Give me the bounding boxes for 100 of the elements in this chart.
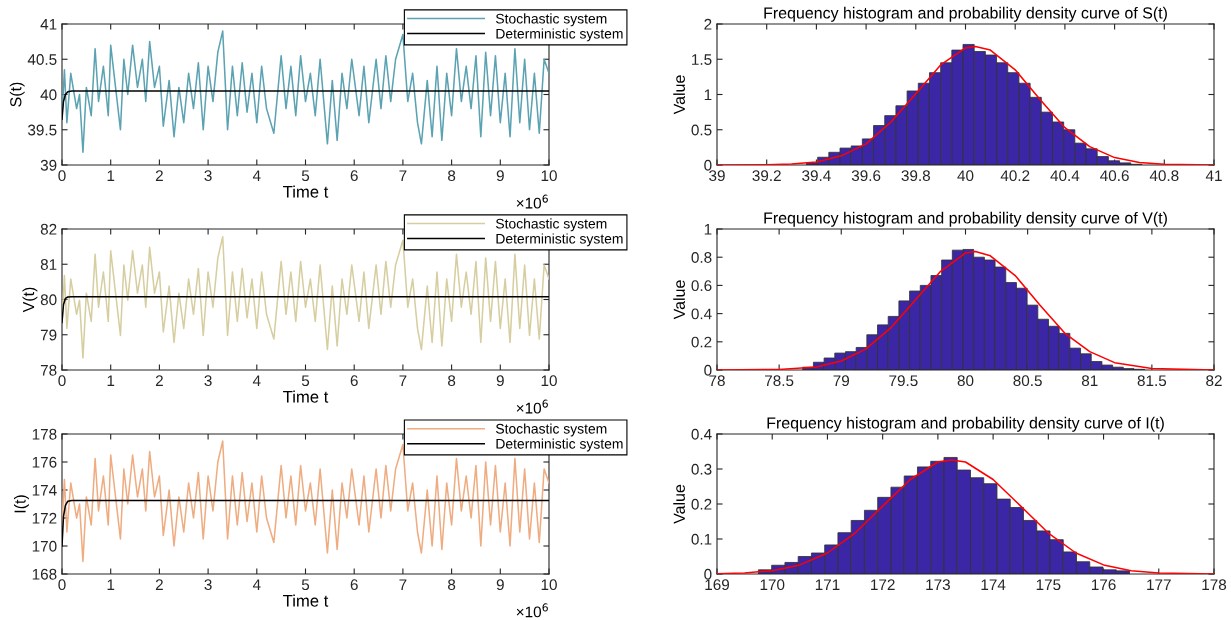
x-tick-label: 0 <box>58 170 66 182</box>
x-tick-label: 1 <box>107 375 115 386</box>
text: Deterministic system <box>496 28 623 42</box>
x-tick-label: 82 <box>1206 375 1222 387</box>
y-tick-label: 78 <box>40 364 57 376</box>
x-axis-title: Time t <box>283 594 329 607</box>
x-tick-label: 41 <box>1205 170 1222 181</box>
text: ×10$^{6}$ <box>516 603 548 618</box>
y-tick-label: 168 <box>32 568 57 580</box>
x-tick-label: 178 <box>1202 579 1227 591</box>
x-tick-label: 10 <box>541 170 557 182</box>
y-tick-label: 1 <box>704 224 712 235</box>
x-tick-label: 175 <box>1036 579 1061 591</box>
x-tick-label: 39.2 <box>752 170 781 182</box>
x-tick-label: 4 <box>252 579 261 590</box>
x-tick-label: 9 <box>496 375 504 387</box>
y-tick-label: 172 <box>32 512 57 524</box>
x-tick-label: 173 <box>926 579 950 591</box>
text: Stochastic system <box>495 218 607 232</box>
x-tick-label: 81.5 <box>1137 375 1167 387</box>
y-tick-label: 176 <box>32 456 57 468</box>
y-tick-label: 0.4 <box>691 428 712 440</box>
x-tick-label: 3 <box>204 170 212 182</box>
x-tick-label: 8 <box>448 579 456 591</box>
y-tick-label: 0.6 <box>691 280 712 292</box>
y-axis-title: Value <box>673 75 685 115</box>
x-tick-label: 7 <box>399 375 407 386</box>
x-tick-label: 2 <box>155 579 163 590</box>
chart-title: Frequency histogram and probability density curve of V(t) <box>764 211 1167 227</box>
y-tick-label: 178 <box>32 428 57 440</box>
y-axis-title: Value <box>673 280 685 320</box>
y-tick-label: 39 <box>40 159 57 171</box>
y-tick-label: 40.5 <box>27 54 57 65</box>
x-tick-label: 3 <box>204 375 212 387</box>
y-tick-label: 0 <box>704 568 712 580</box>
x-tick-label: 6 <box>350 375 358 387</box>
x-tick-label: 171 <box>815 579 840 590</box>
text: ×10$^{6}$ <box>516 399 548 414</box>
series-label: Stochastic system <box>495 423 607 437</box>
x-tick-label: 81 <box>1081 375 1098 387</box>
x-tick-label: 40.6 <box>1100 170 1129 182</box>
y-tick-label: 0.5 <box>691 124 712 136</box>
y-tick-label: 0.4 <box>691 308 712 320</box>
x-tick-label: 10 <box>541 375 557 387</box>
y-tick-label: 1.5 <box>692 54 712 65</box>
x-tick-label: 39.4 <box>802 170 831 182</box>
chart-title: Frequency histogram and probability density curve of I(t) <box>767 416 1164 432</box>
y-axis-title: Value <box>673 484 685 524</box>
x-tick-label: 172 <box>871 579 895 590</box>
x-tick-label: 40 <box>957 170 974 182</box>
text: Deterministic system <box>496 233 623 247</box>
y-axis-title: V(t) <box>22 287 38 313</box>
x-tick-label: 170 <box>760 579 785 591</box>
x-tick-label: 9 <box>496 170 504 182</box>
x-tick-label: 3 <box>204 579 212 591</box>
x-tick-label: 5 <box>301 170 310 182</box>
y-tick-label: 0.3 <box>691 463 712 475</box>
y-tick-label: 79 <box>40 329 57 341</box>
text: Deterministic system <box>496 438 623 452</box>
x-tick-label: 39.6 <box>851 170 881 182</box>
x-tick-label: 8 <box>448 375 456 387</box>
y-tick-label: 0 <box>704 159 712 171</box>
x-tick-label: 79 <box>833 375 850 387</box>
x-tick-label: 169 <box>705 579 730 591</box>
x-tick-label: 2 <box>155 375 163 386</box>
x-tick-label: 177 <box>1147 579 1171 590</box>
x-tick-label: 79.5 <box>889 375 918 387</box>
y-tick-label: 40 <box>40 89 57 101</box>
x-tick-label: 2 <box>155 170 163 181</box>
y-tick-label: 0.1 <box>691 533 712 545</box>
x-tick-label: 174 <box>981 579 1006 590</box>
x-tick-label: 5 <box>301 579 310 591</box>
x-tick-label: 0 <box>58 579 66 591</box>
y-tick-label: 82 <box>40 223 57 235</box>
x-tick-label: 9 <box>496 579 504 591</box>
x-tick-label: 6 <box>350 170 358 182</box>
y-tick-label: 170 <box>32 540 57 552</box>
text: ×10$^{6}$ <box>516 194 548 209</box>
x-tick-label: 40.4 <box>1050 170 1080 182</box>
x-tick-label: 10 <box>541 579 557 591</box>
y-tick-label: 0.8 <box>691 252 712 263</box>
x-tick-label: 7 <box>399 170 407 181</box>
y-tick-label: 0.2 <box>691 336 712 348</box>
y-axis-title: I(t) <box>13 495 29 513</box>
x-tick-label: 6 <box>350 579 358 591</box>
x-tick-label: 39.8 <box>901 170 930 182</box>
x-tick-label: 176 <box>1091 579 1116 591</box>
chart-title: Frequency histogram and probability density curve of S(t) <box>764 6 1167 22</box>
x-tick-label: 5 <box>301 375 310 387</box>
x-tick-label: 1 <box>107 170 115 181</box>
y-axis-title: S(t) <box>9 82 25 107</box>
y-tick-label: 39.5 <box>27 124 57 136</box>
x-axis-title: Time t <box>283 185 329 198</box>
x-tick-label: 0 <box>58 375 66 387</box>
y-tick-label: 174 <box>32 485 57 496</box>
x-tick-label: 40.8 <box>1149 170 1179 182</box>
x-tick-label: 80.5 <box>1013 375 1042 387</box>
x-tick-label: 7 <box>399 579 407 590</box>
x-tick-label: 40.2 <box>1000 170 1030 182</box>
y-tick-label: 81 <box>40 259 57 270</box>
